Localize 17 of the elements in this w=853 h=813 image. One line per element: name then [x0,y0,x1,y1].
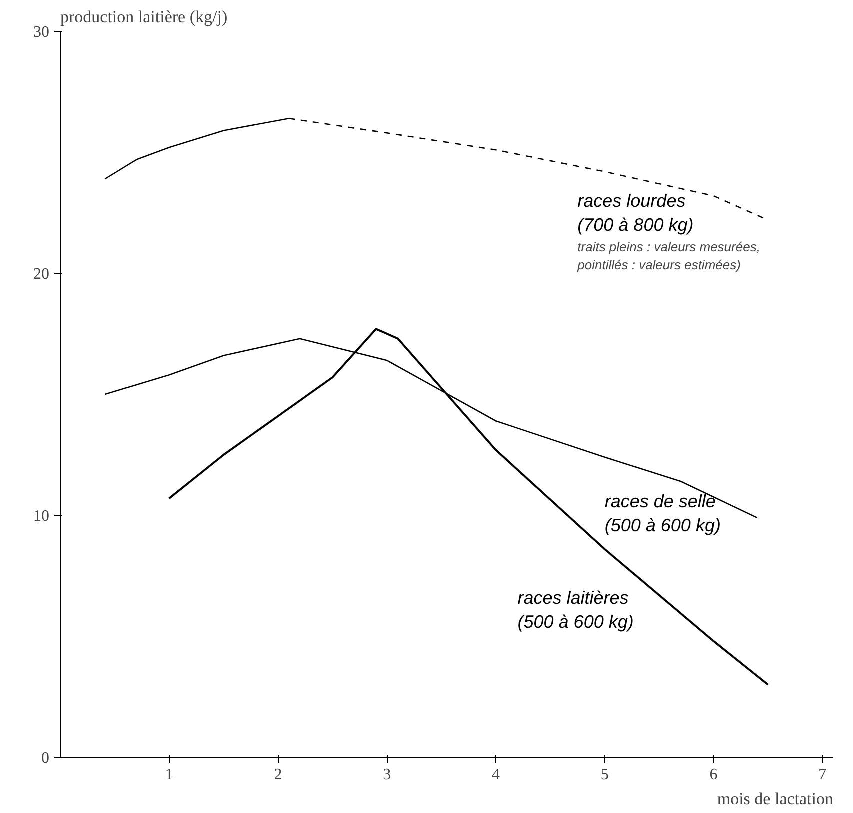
series-label: races de selle (500 à 600 kg) [604,491,721,536]
y-tick-label: 20 [34,266,50,283]
x-tick-label: 7 [818,766,827,784]
x-axis-title: mois de lactation [717,790,834,808]
y-tick-label: 0 [42,750,50,767]
x-tick-label: 5 [600,766,609,784]
x-tick-label: 6 [710,766,718,784]
annotation: traits pleins : valeurs mesurées, pointillés : valeurs estimées) [576,240,760,273]
series-label: races lourdes (700 à 800 kg) [578,191,694,236]
y-axis-title: production laitière (kg/j) [60,8,228,26]
x-tick-label: 1 [165,766,174,784]
y-tick-label: 10 [34,508,50,525]
y-tick-label: 30 [34,24,50,41]
x-tick-label: 2 [274,766,282,784]
x-tick-label: 3 [383,766,392,784]
series-label: races laitières (500 à 600 kg) [518,588,634,632]
x-tick-label: 4 [492,766,500,784]
